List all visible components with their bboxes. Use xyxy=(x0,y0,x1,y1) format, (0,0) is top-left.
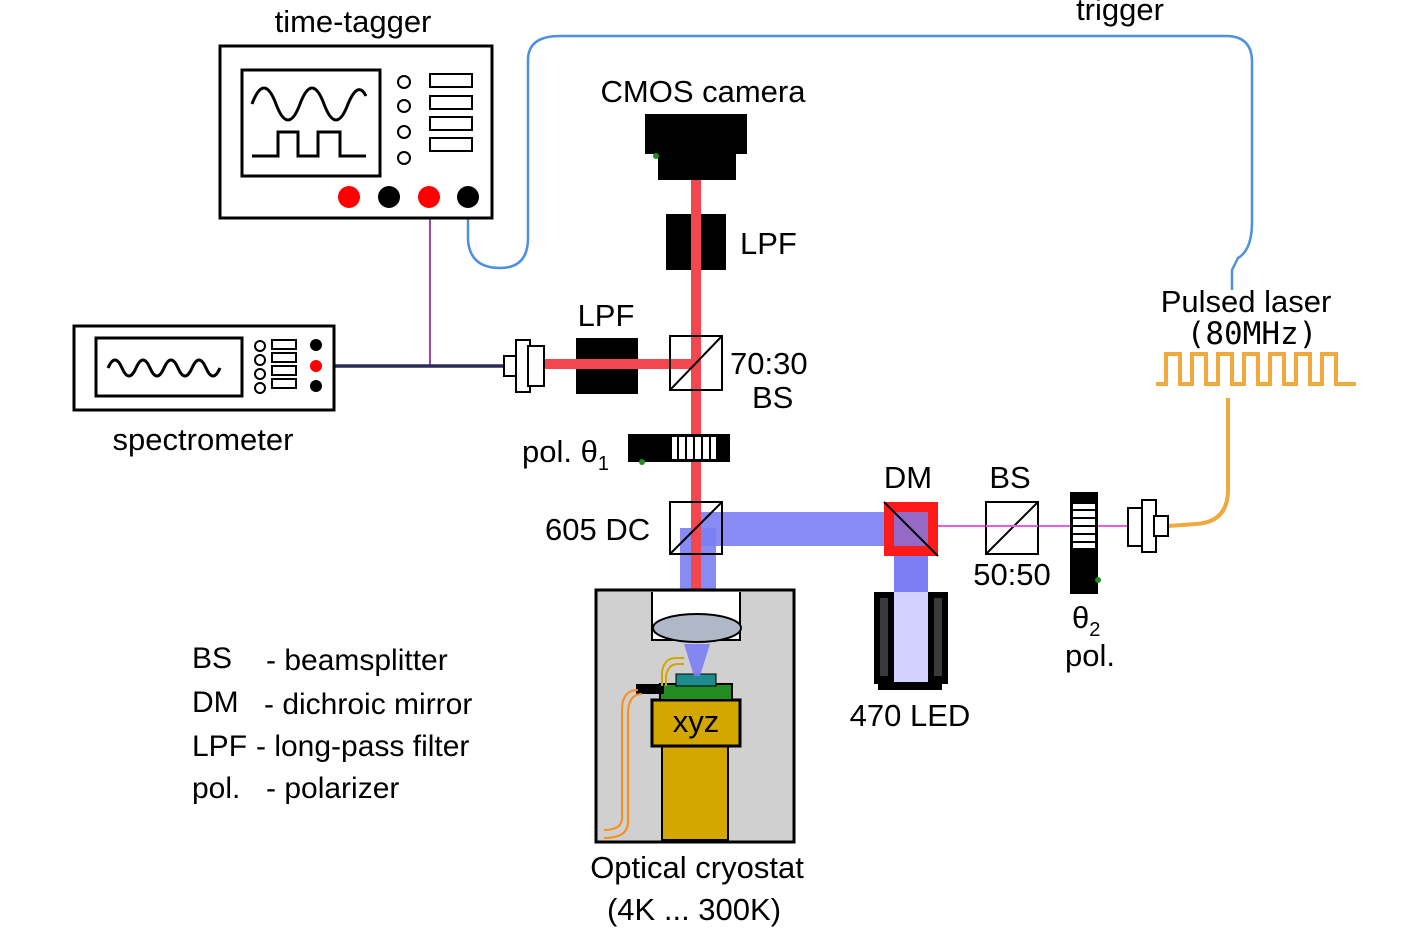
square-wave-icon xyxy=(252,130,366,158)
time-tagger-screen xyxy=(240,68,382,178)
black-input-knob-icon xyxy=(378,186,400,208)
button-icon xyxy=(271,378,297,389)
cmos-camera-label: CMOS camera xyxy=(601,74,807,109)
knob-icon xyxy=(254,382,266,394)
theta1-subscript: 1 xyxy=(598,453,609,475)
red-beam-through-lpf xyxy=(576,359,638,369)
red-beam-vertical xyxy=(691,180,701,674)
polarizer-theta1 xyxy=(628,434,730,465)
bs-70-30-label: BS xyxy=(752,380,793,415)
trigger-label: trigger xyxy=(1076,0,1164,27)
fiber-coupler-left xyxy=(503,339,545,393)
pol-theta1-label: pol. θ1 xyxy=(522,434,609,475)
black-input-knob-icon xyxy=(457,186,479,208)
button-icon xyxy=(429,137,473,152)
theta2-label: θ2 xyxy=(1072,600,1100,641)
legend-abbr: BS xyxy=(192,642,232,675)
legend-abbr: DM xyxy=(192,686,239,719)
focus-on-sample xyxy=(684,644,710,676)
dm-label: DM xyxy=(884,460,932,495)
objective-lens xyxy=(652,613,742,643)
button-icon xyxy=(271,339,297,350)
polarizer-theta2 xyxy=(1070,492,1101,594)
red-input-knob-icon xyxy=(310,360,322,372)
legend-abbr: LPF xyxy=(192,730,247,763)
dichroic-605 xyxy=(669,501,723,555)
button-icon xyxy=(271,352,297,363)
legend-abbr: pol. xyxy=(192,772,240,805)
bs-70-30-ratio-label: 70:30 xyxy=(730,346,808,381)
optical-cryostat xyxy=(594,588,796,844)
spectrometer-label: spectrometer xyxy=(113,422,294,457)
knob-icon xyxy=(397,151,411,165)
pulsed-laser-rate-label: (80MHz) xyxy=(1187,316,1318,352)
cmos-camera xyxy=(645,114,747,180)
cold-finger xyxy=(661,743,729,841)
bs-50-50-label: 50:50 xyxy=(973,557,1051,592)
connector-block xyxy=(636,684,664,694)
legend-desc: - dichroic mirror xyxy=(264,688,472,721)
theta2-subscript: 2 xyxy=(1089,619,1100,641)
knob-icon xyxy=(397,99,411,113)
trigger-cable xyxy=(466,34,1254,290)
pol-right-label: pol. xyxy=(1065,638,1115,673)
knob-icon xyxy=(397,125,411,139)
orange-wire xyxy=(603,689,639,831)
lpf-top-label: LPF xyxy=(740,226,797,261)
legend-desc: - beamsplitter xyxy=(266,644,448,677)
legend-desc: - polarizer xyxy=(266,772,399,805)
pulsed-laser-label: Pulsed laser xyxy=(1161,284,1332,319)
button-icon xyxy=(271,365,297,376)
button-icon xyxy=(429,95,473,110)
time-tagger xyxy=(218,44,494,220)
led-470-label: 470 LED xyxy=(850,698,971,733)
knob-icon xyxy=(254,354,266,366)
spectrometer-screen xyxy=(94,336,244,398)
knob-icon xyxy=(254,340,266,352)
time-tagger-label: time-tagger xyxy=(275,4,432,39)
pulse-train-icon xyxy=(1156,352,1356,386)
red-input-knob-icon xyxy=(418,186,440,208)
beamsplitter-70-30 xyxy=(669,335,723,391)
led-470 xyxy=(874,592,948,690)
button-icon xyxy=(429,116,473,131)
spectrum-wave-icon xyxy=(106,358,222,378)
gold-wire xyxy=(661,657,684,686)
sine-wave-icon xyxy=(250,86,368,122)
lpf-left-label: LPF xyxy=(578,298,635,333)
orange-wire xyxy=(603,693,643,839)
red-input-knob-icon xyxy=(338,186,360,208)
red-beam-through-lpf-top xyxy=(691,214,701,270)
gold-wire xyxy=(665,663,684,686)
black-knob-icon xyxy=(310,380,322,392)
laser-fiber xyxy=(1167,398,1230,528)
bs-right-label: BS xyxy=(989,460,1030,495)
button-icon xyxy=(429,73,473,88)
cryostat-label-line2: (4K ... 300K) xyxy=(607,892,781,927)
legend: BS - beamsplitter DM - dichroic mirror L… xyxy=(192,642,472,805)
dichroic-mirror xyxy=(883,501,939,557)
knob-icon xyxy=(254,368,266,380)
spectrometer xyxy=(72,324,336,412)
dc-605-label: 605 DC xyxy=(545,512,650,547)
beamsplitter-50-50 xyxy=(985,501,1039,555)
knob-icon xyxy=(397,75,411,89)
cryostat-label-line1: Optical cryostat xyxy=(590,850,804,885)
legend-desc: - long-pass filter xyxy=(256,730,469,763)
xyz-label: xyz xyxy=(673,704,720,739)
black-knob-icon xyxy=(310,339,322,351)
blue-beam-horizontal xyxy=(700,512,908,546)
fiber-coupler-right xyxy=(1127,499,1169,553)
